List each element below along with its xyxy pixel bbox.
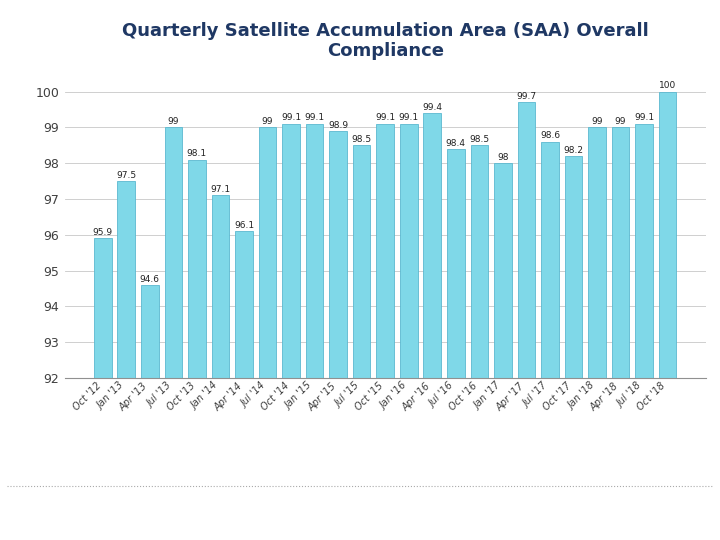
Bar <box>94 239 112 378</box>
Bar <box>612 127 629 378</box>
Text: 98.4: 98.4 <box>446 138 466 147</box>
Bar <box>659 92 677 378</box>
Bar <box>353 145 371 378</box>
Bar <box>635 124 653 378</box>
Text: 98.5: 98.5 <box>469 135 490 144</box>
Bar <box>258 127 276 378</box>
Text: 99.4: 99.4 <box>422 103 442 112</box>
Text: 95.9: 95.9 <box>93 228 113 237</box>
Text: 99.1: 99.1 <box>281 113 301 123</box>
Bar <box>117 181 135 378</box>
Bar <box>306 124 323 378</box>
Text: 99.1: 99.1 <box>305 113 325 123</box>
Bar <box>282 124 300 378</box>
Text: 94.6: 94.6 <box>140 274 160 284</box>
Text: 99.1: 99.1 <box>375 113 395 123</box>
Text: 99.7: 99.7 <box>516 92 536 101</box>
Bar <box>141 285 158 378</box>
Bar <box>423 113 441 378</box>
Text: 98.9: 98.9 <box>328 120 348 130</box>
Text: 97.5: 97.5 <box>116 171 136 180</box>
Bar <box>212 195 229 378</box>
Bar <box>329 131 347 378</box>
Bar <box>235 231 253 378</box>
Text: 98.1: 98.1 <box>186 149 207 158</box>
Text: 99: 99 <box>591 117 603 126</box>
Bar <box>494 163 512 378</box>
Text: 100: 100 <box>659 81 676 90</box>
Text: 99: 99 <box>615 117 626 126</box>
Bar <box>564 156 582 378</box>
Bar <box>588 127 606 378</box>
Bar <box>471 145 488 378</box>
Bar <box>188 160 206 378</box>
Text: 99.1: 99.1 <box>399 113 419 123</box>
Text: 99: 99 <box>168 117 179 126</box>
Text: 96.1: 96.1 <box>234 221 254 230</box>
Bar <box>400 124 418 378</box>
Text: 99: 99 <box>262 117 274 126</box>
Text: 99.1: 99.1 <box>634 113 654 123</box>
Text: 98: 98 <box>497 153 508 162</box>
Text: 98.5: 98.5 <box>351 135 372 144</box>
Bar <box>165 127 182 378</box>
Bar <box>518 103 535 378</box>
Text: 98.6: 98.6 <box>540 131 560 140</box>
Bar <box>541 142 559 378</box>
Text: 97.1: 97.1 <box>210 185 230 194</box>
Title: Quarterly Satellite Accumulation Area (SAA) Overall
Compliance: Quarterly Satellite Accumulation Area (S… <box>122 22 649 60</box>
Bar <box>447 149 464 378</box>
Text: 98.2: 98.2 <box>564 146 583 154</box>
Bar <box>377 124 394 378</box>
